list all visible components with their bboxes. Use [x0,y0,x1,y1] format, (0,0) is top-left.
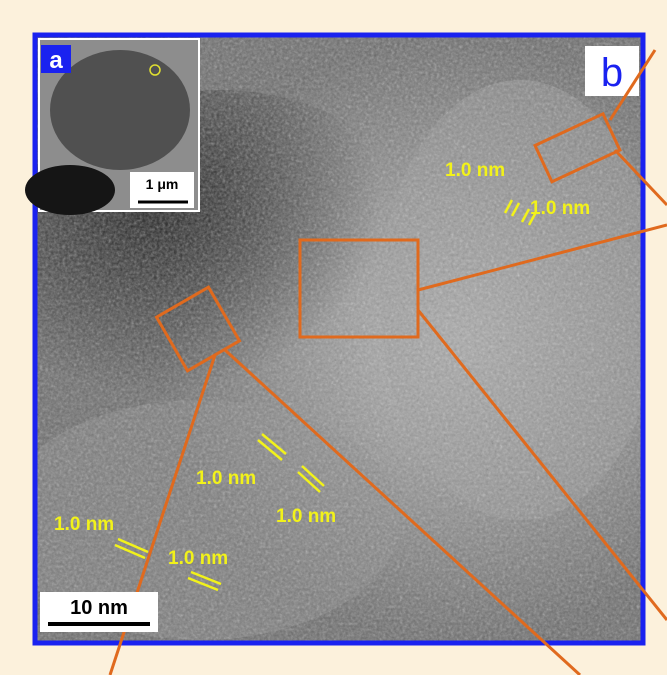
spacing-label: 1.0 nm [530,198,590,219]
spacing-label: 1.0 nm [445,160,505,181]
panel-label: b [601,51,623,95]
spacing-label: 1.0 nm [54,514,114,535]
spacing-label: 1.0 nm [276,506,336,527]
spacing-label: 1.0 nm [168,548,228,569]
page: a 1 μm b 1.0 nm 1.0 nm 1.0 nm 1.0 nm 1.0 nm 1… [0,0,667,675]
scale-bar-label: 1 μm [146,176,179,192]
panel-label: a [49,47,63,74]
figure: a 1 μm b 1.0 nm 1.0 nm 1.0 nm 1.0 nm 1.0 nm 1… [0,0,667,675]
spacing-label: 1.0 nm [196,468,256,489]
scale-bar-label: 10 nm [70,597,128,619]
